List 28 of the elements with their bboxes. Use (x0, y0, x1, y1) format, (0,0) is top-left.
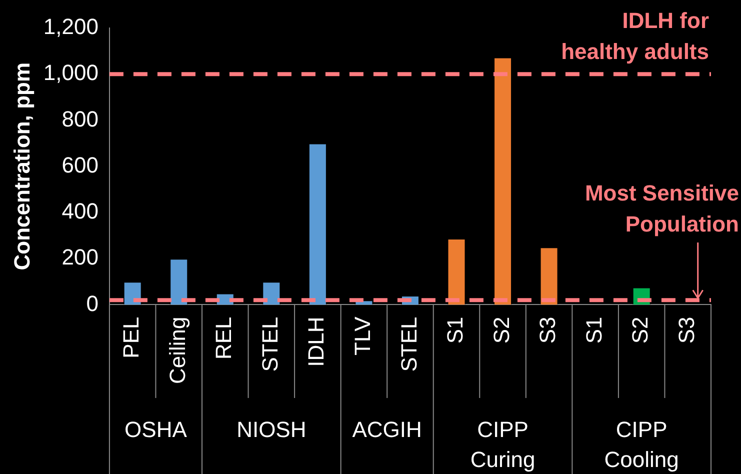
x-tick-label: S2 (628, 316, 653, 344)
ref-line-label: IDLH for healthy adults (561, 8, 710, 64)
y-tick-label: 600 (62, 152, 98, 178)
text: CIPP Curing (470, 417, 536, 472)
y-tick-label: 200 (62, 244, 98, 270)
y-tick-label: 1,200 (43, 14, 98, 40)
x-tick-label: IDLH (304, 316, 329, 367)
text: CIPP Cooling (604, 417, 679, 472)
y-tick-label: 0 (86, 290, 98, 316)
y-tick-label: 1,000 (43, 60, 98, 86)
text: ACGIH (352, 417, 422, 442)
x-tick-label: PEL (118, 316, 144, 358)
text: NIOSH (236, 417, 306, 442)
x-tick-label: S1 (442, 316, 468, 344)
x-tick-label: STEL (396, 316, 422, 372)
x-tick-label: S3 (535, 316, 560, 344)
y-tick-label: 400 (62, 198, 98, 224)
x-tick-label: S2 (488, 316, 514, 344)
y-tick-label: 800 (62, 106, 98, 132)
x-tick-label: REL (211, 316, 236, 360)
y-axis-title: Concentration, ppm (9, 62, 34, 270)
x-tick-label: STEL (257, 316, 282, 372)
text: OSHA (124, 417, 188, 442)
x-tick-label: TLV (350, 316, 376, 356)
x-tick-label: Ceiling (164, 316, 190, 384)
ref-line-label: Most Sensitive Population (584, 180, 739, 236)
x-tick-label: S3 (674, 316, 699, 344)
x-tick-label: S1 (581, 316, 606, 344)
